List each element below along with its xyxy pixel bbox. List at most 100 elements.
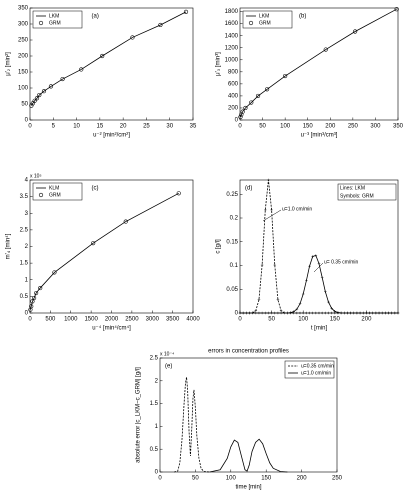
data-point [41, 89, 47, 94]
data-point [60, 76, 65, 82]
data-point [387, 311, 390, 315]
x-tick-label: 0 [238, 317, 242, 323]
data-point [32, 98, 37, 103]
data-point [301, 292, 305, 296]
legend-box [284, 360, 335, 379]
x-tick-label: 200 [297, 476, 308, 482]
x-tick-label: 35 [190, 124, 197, 130]
x-tick-label: 100 [280, 124, 291, 130]
data-point [276, 311, 280, 315]
data-point [333, 310, 337, 313]
data-point [254, 311, 258, 315]
data-point [240, 109, 245, 114]
data-point [279, 309, 283, 313]
y-exponent: x 10⁻⁴ [160, 351, 174, 357]
x-tick-label: 2500 [125, 317, 139, 323]
data-point [292, 310, 296, 313]
plot-frame [29, 7, 194, 121]
legend-label: u=1.0 cm/min [301, 370, 331, 376]
data-point [276, 298, 280, 301]
y-tick-label: 150 [18, 70, 29, 76]
data-point [183, 9, 189, 14]
data-point [37, 92, 42, 98]
data-point [267, 311, 270, 315]
data-point [282, 311, 286, 315]
y-tick-label: 0 [25, 118, 29, 124]
x-tick-label: 1500 [84, 317, 98, 323]
data-point [263, 311, 267, 315]
y-tick-label: 3.5 [20, 194, 29, 200]
y-tick-label: 0 [235, 311, 239, 317]
data-point [52, 270, 57, 275]
data-point [238, 114, 243, 120]
data-point [361, 311, 365, 315]
x-tick-label: 4000 [186, 317, 200, 323]
y-axis-label: m'₄ [min⁴] [5, 233, 12, 259]
series-line [240, 8, 397, 118]
x-tick-label: 3000 [146, 317, 160, 323]
data-point [176, 191, 181, 196]
x-tick-label: 0 [28, 317, 32, 323]
y-tick-label: 200 [228, 106, 239, 112]
data-point [346, 311, 349, 315]
panel-label: (a) [92, 14, 99, 20]
annotation: u= 0.35 cm/min [324, 259, 359, 265]
data-point [377, 311, 381, 315]
data-point [100, 53, 105, 59]
legend-label: GRM [49, 20, 61, 26]
y-exponent: x 10⁵ [30, 173, 42, 179]
data-point [130, 35, 135, 40]
data-point [298, 302, 302, 305]
x-tick-label: 0 [28, 124, 32, 130]
x-tick-label: 50 [192, 476, 199, 482]
data-point [251, 311, 254, 315]
annotation-arrow [262, 209, 282, 222]
y-tick-label: 0.05 [226, 287, 238, 293]
data-point [260, 263, 264, 267]
y-tick-label: 2.5 [150, 356, 159, 362]
data-point [298, 311, 302, 315]
data-point [279, 311, 283, 315]
x-axis-label: t [min] [311, 326, 328, 332]
y-tick-label: 1.5 [150, 401, 159, 407]
y-tick-label: 4 [25, 178, 29, 184]
x-tick-label: 250 [348, 124, 359, 130]
x-tick-label: 100 [226, 476, 237, 482]
annotation: Lines: LKM [340, 185, 365, 191]
x-tick-label: 5 [52, 124, 56, 130]
data-point [323, 47, 328, 52]
x-tick-label: 2000 [105, 317, 119, 323]
data-point [380, 311, 384, 315]
y-tick-label: 0.25 [226, 192, 238, 198]
plot-frame [159, 357, 338, 473]
y-tick-label: 0 [235, 118, 239, 124]
y-tick-label: 50 [21, 102, 28, 108]
x-tick-label: 30 [166, 124, 173, 130]
data-point [324, 290, 327, 293]
data-point [396, 311, 400, 315]
data-point [311, 311, 314, 315]
y-tick-label: 300 [18, 22, 29, 28]
data-point [270, 311, 273, 315]
panel-label: (d) [245, 186, 252, 192]
x-axis-label: u⁻³ [min³/cm³] [301, 133, 338, 139]
y-tick-label: 1 [25, 277, 29, 283]
data-point [273, 263, 277, 267]
data-point [390, 311, 393, 315]
data-point [324, 311, 327, 315]
data-point [305, 279, 308, 282]
data-point [79, 67, 84, 72]
data-point [308, 264, 311, 268]
series-line [31, 11, 187, 106]
data-point [260, 311, 264, 315]
y-tick-label: 600 [228, 81, 239, 87]
y-tick-label: 1800 [225, 9, 239, 15]
x-tick-label: 150 [303, 124, 314, 130]
y-tick-label: 0.1 [230, 263, 239, 269]
x-tick-label: 250 [332, 476, 343, 482]
data-point [365, 311, 368, 315]
x-tick-label: 15 [97, 124, 104, 130]
y-tick-label: 400 [228, 93, 239, 99]
data-point [286, 311, 289, 315]
y-axis-label: μ'₃ [min³] [216, 52, 222, 76]
